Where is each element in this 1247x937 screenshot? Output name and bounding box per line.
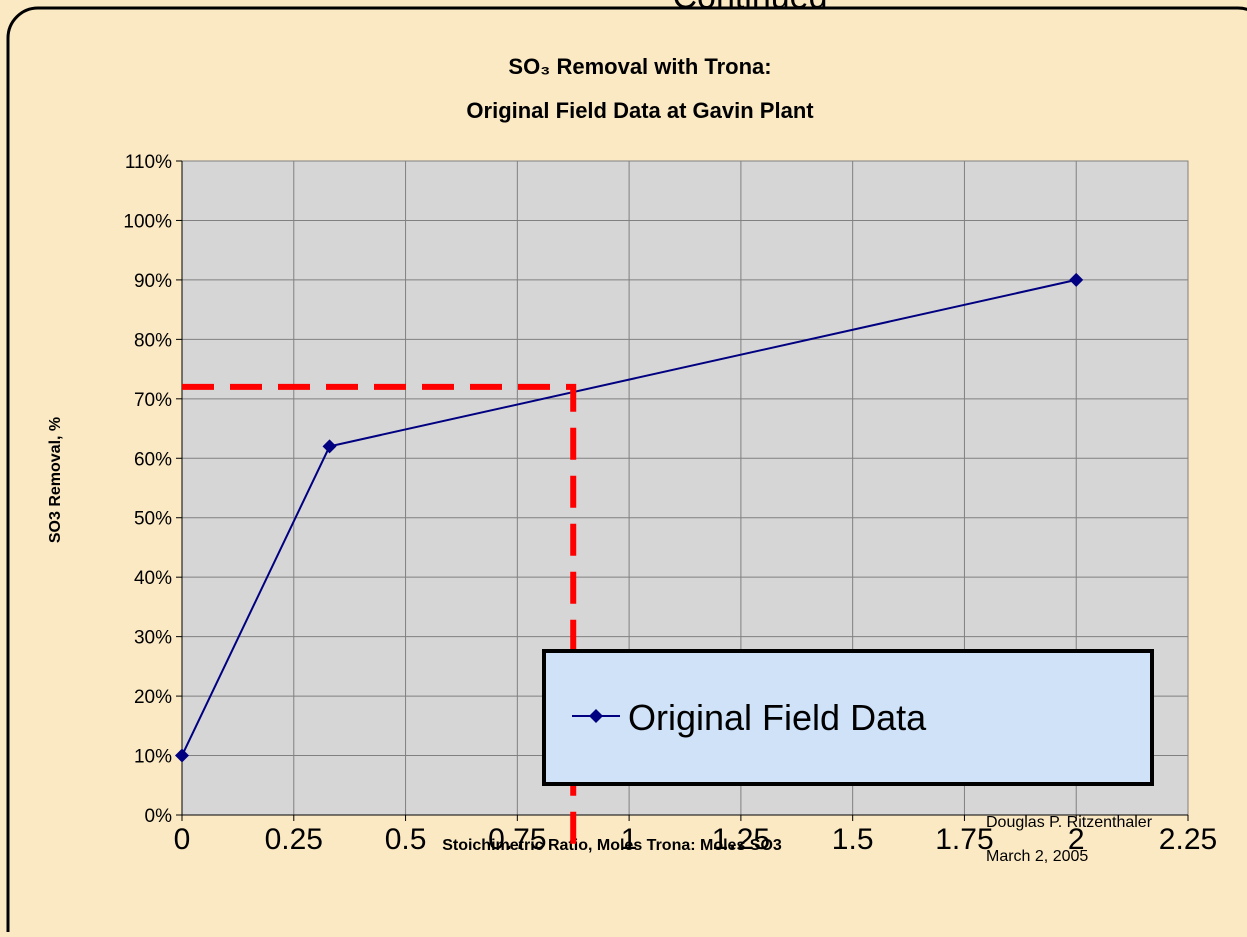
chart-title: SO₃ Removal with Trona:: [508, 54, 771, 79]
x-tick-label: 0.25: [265, 823, 323, 856]
y-tick-label: 60%: [134, 449, 172, 470]
legend-label: Original Field Data: [628, 697, 927, 738]
y-tick-label: 30%: [134, 628, 172, 649]
x-tick-label: 1.5: [832, 823, 874, 856]
chart-subtitle: Original Field Data at Gavin Plant: [466, 98, 814, 123]
y-tick-label: 20%: [134, 687, 172, 708]
y-tick-label: 40%: [134, 568, 172, 589]
x-axis-label: Stoichimetric Ratio, Moles Trona: Moles …: [442, 837, 782, 854]
date: March 2, 2005: [986, 848, 1088, 865]
x-tick-label: 1: [621, 823, 638, 856]
x-tick-label: 2.25: [1159, 823, 1217, 856]
y-tick-label: 80%: [134, 330, 172, 351]
y-tick-label: 0%: [145, 806, 173, 827]
x-tick-label: 1.25: [712, 823, 770, 856]
author: Douglas P. Ritzenthaler: [986, 814, 1153, 831]
legend-marker: [589, 709, 603, 723]
y-tick-label: 70%: [134, 390, 172, 411]
data-point: [175, 748, 189, 763]
x-tick-label: 1.75: [935, 823, 993, 856]
y-tick-label: 10%: [134, 747, 172, 768]
y-tick-label: 100%: [123, 211, 172, 232]
x-tick-label: 0.5: [385, 823, 427, 856]
header: Continued: [672, 0, 827, 16]
x-tick-label: 0.75: [488, 823, 546, 856]
legend: [542, 649, 1154, 786]
data-point: [1069, 272, 1084, 287]
y-axis-label: SO3 Removal, %: [47, 417, 64, 543]
y-tick-label: 110%: [125, 152, 172, 173]
data-point: [322, 439, 337, 454]
y-tick-label: 90%: [134, 271, 172, 292]
x-tick-label: 2: [1068, 823, 1085, 856]
x-tick-label: 0: [174, 823, 191, 856]
y-tick-label: 50%: [134, 509, 172, 530]
